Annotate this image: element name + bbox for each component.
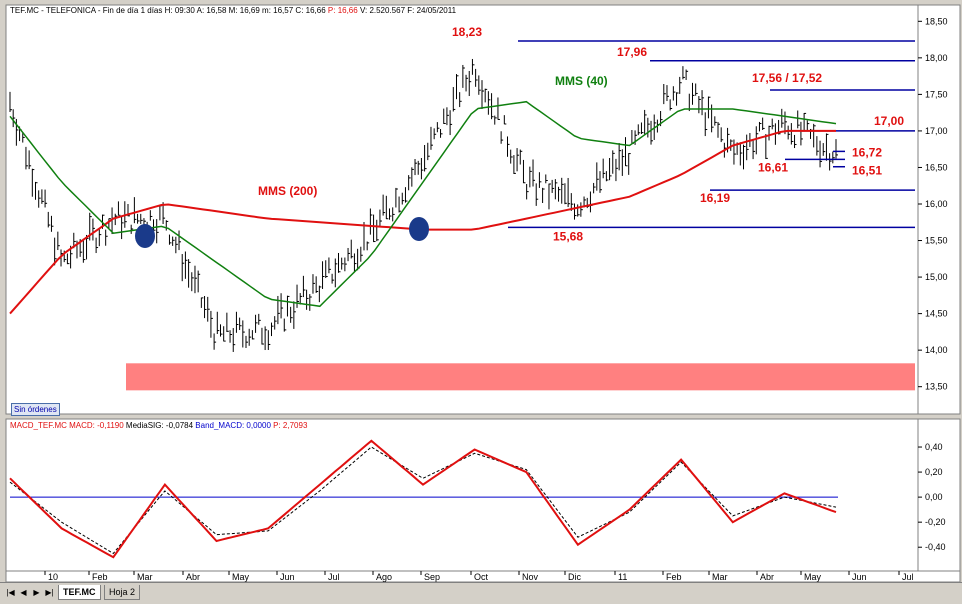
crossover-marker (409, 217, 429, 241)
time-axis-label: May (804, 572, 822, 582)
price-tick-label: 16,00 (925, 199, 948, 209)
tab-tef[interactable]: TEF.MC (58, 585, 101, 600)
price-tick-label: 18,50 (925, 16, 948, 26)
time-axis-label: Feb (92, 572, 108, 582)
price-axis (917, 4, 961, 415)
time-axis-label: Jun (280, 572, 295, 582)
time-axis-label: Sep (424, 572, 440, 582)
macd-tick-label: 0,40 (925, 442, 943, 452)
price-tick-label: 15,50 (925, 236, 948, 246)
price-tick-label: 17,00 (925, 126, 948, 136)
time-axis-label: Ago (376, 572, 392, 582)
tab-hoja2[interactable]: Hoja 2 (104, 585, 141, 600)
orders-status-badge[interactable]: Sin órdenes (11, 403, 60, 416)
time-axis-label: May (232, 572, 250, 582)
sheet-tab-bar: |◀ ◀ ▶ ▶| TEF.MC Hoja 2 (0, 582, 962, 604)
price-level-label: 15,68 (553, 229, 583, 243)
mms200-label: MMS (200) (258, 184, 317, 198)
price-tick-label: 16,50 (925, 162, 948, 172)
price-tick-label: 15,00 (925, 272, 948, 282)
macd-tick-label: 0,20 (925, 467, 943, 477)
time-axis-label: Nov (522, 572, 539, 582)
time-axis-label: Mar (712, 572, 728, 582)
next-sheet-icon[interactable]: ▶ (33, 588, 40, 597)
price-tick-label: 18,00 (925, 53, 948, 63)
time-axis-label: Jul (328, 572, 340, 582)
crossover-marker (135, 224, 155, 248)
macd-line (9, 439, 837, 559)
macd-tick-label: 0,00 (925, 492, 943, 502)
macd-axis (917, 418, 961, 572)
mms40-label: MMS (40) (555, 74, 608, 88)
price-level-label: 17,00 (874, 114, 904, 128)
time-axis-label: Abr (186, 572, 200, 582)
price-level-label: 16,19 (700, 191, 730, 205)
price-level-label: 16,61 (758, 160, 788, 174)
main-header: TEF.MC - TELEFONICA - Fin de día 1 días … (10, 6, 457, 15)
price-tick-label: 14,50 (925, 309, 948, 319)
time-axis-label: Jun (852, 572, 867, 582)
price-tick-label: 13,50 (925, 382, 948, 392)
price-level-label: 18,23 (452, 25, 482, 39)
macd-tick-label: -0,40 (925, 542, 946, 552)
macd-header: MACD_TEF.MC MACD: -0,1190 MediaSIG: -0,0… (10, 421, 308, 430)
price-tick-label: 14,00 (925, 345, 948, 355)
last-sheet-icon[interactable]: ▶| (45, 588, 54, 597)
price-panel[interactable] (5, 4, 919, 415)
price-level-label: 16,51 (852, 164, 882, 178)
macd-tick-label: -0,20 (925, 517, 946, 527)
price-level-label: 16,72 (852, 145, 882, 159)
price-tick-label: 17,50 (925, 89, 948, 99)
time-axis-label: Mar (137, 572, 153, 582)
support-zone (126, 363, 915, 391)
time-axis-label: 11 (618, 572, 627, 582)
time-axis-label: Jul (902, 572, 914, 582)
time-axis-label: 10 (48, 572, 58, 582)
price-level-label: 17,56 / 17,52 (752, 71, 822, 85)
first-sheet-icon[interactable]: |◀ (6, 588, 15, 597)
time-axis-label: Abr (760, 572, 774, 582)
time-axis-label: Oct (474, 572, 489, 582)
time-axis-label: Dic (568, 572, 581, 582)
time-axis-label: Feb (666, 572, 682, 582)
prev-sheet-icon[interactable]: ◀ (20, 588, 27, 597)
price-level-label: 17,96 (617, 45, 647, 59)
